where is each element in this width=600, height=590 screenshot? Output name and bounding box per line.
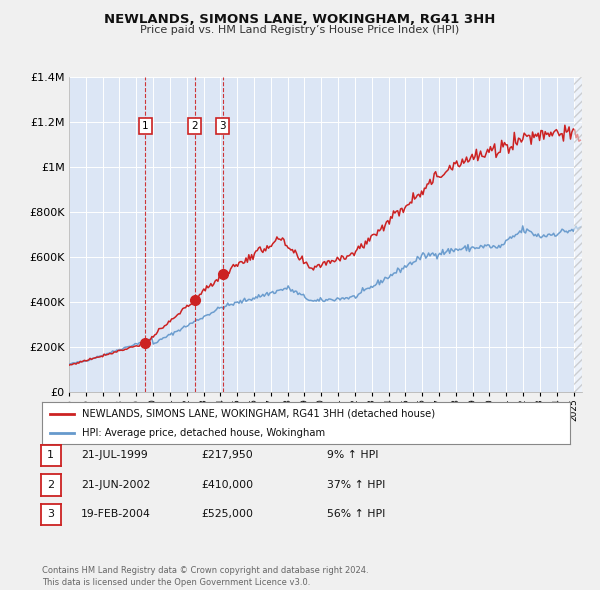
- Text: £410,000: £410,000: [201, 480, 253, 490]
- Text: 21-JUN-2002: 21-JUN-2002: [81, 480, 151, 490]
- Text: 3: 3: [219, 120, 226, 130]
- Text: 2: 2: [47, 480, 54, 490]
- Text: 1: 1: [142, 120, 149, 130]
- Text: 37% ↑ HPI: 37% ↑ HPI: [327, 480, 385, 490]
- Text: 21-JUL-1999: 21-JUL-1999: [81, 451, 148, 460]
- Text: NEWLANDS, SIMONS LANE, WOKINGHAM, RG41 3HH (detached house): NEWLANDS, SIMONS LANE, WOKINGHAM, RG41 3…: [82, 409, 435, 419]
- Text: Price paid vs. HM Land Registry’s House Price Index (HPI): Price paid vs. HM Land Registry’s House …: [140, 25, 460, 35]
- Bar: [574, 77, 582, 392]
- Text: 9% ↑ HPI: 9% ↑ HPI: [327, 451, 379, 460]
- Text: HPI: Average price, detached house, Wokingham: HPI: Average price, detached house, Woki…: [82, 428, 325, 438]
- Text: £525,000: £525,000: [201, 510, 253, 519]
- Text: 56% ↑ HPI: 56% ↑ HPI: [327, 510, 385, 519]
- Text: 3: 3: [47, 510, 54, 519]
- Text: £217,950: £217,950: [201, 451, 253, 460]
- Text: 2: 2: [191, 120, 198, 130]
- Text: 19-FEB-2004: 19-FEB-2004: [81, 510, 151, 519]
- Text: Contains HM Land Registry data © Crown copyright and database right 2024.
This d: Contains HM Land Registry data © Crown c…: [42, 566, 368, 587]
- Text: NEWLANDS, SIMONS LANE, WOKINGHAM, RG41 3HH: NEWLANDS, SIMONS LANE, WOKINGHAM, RG41 3…: [104, 13, 496, 26]
- Text: 1: 1: [47, 451, 54, 460]
